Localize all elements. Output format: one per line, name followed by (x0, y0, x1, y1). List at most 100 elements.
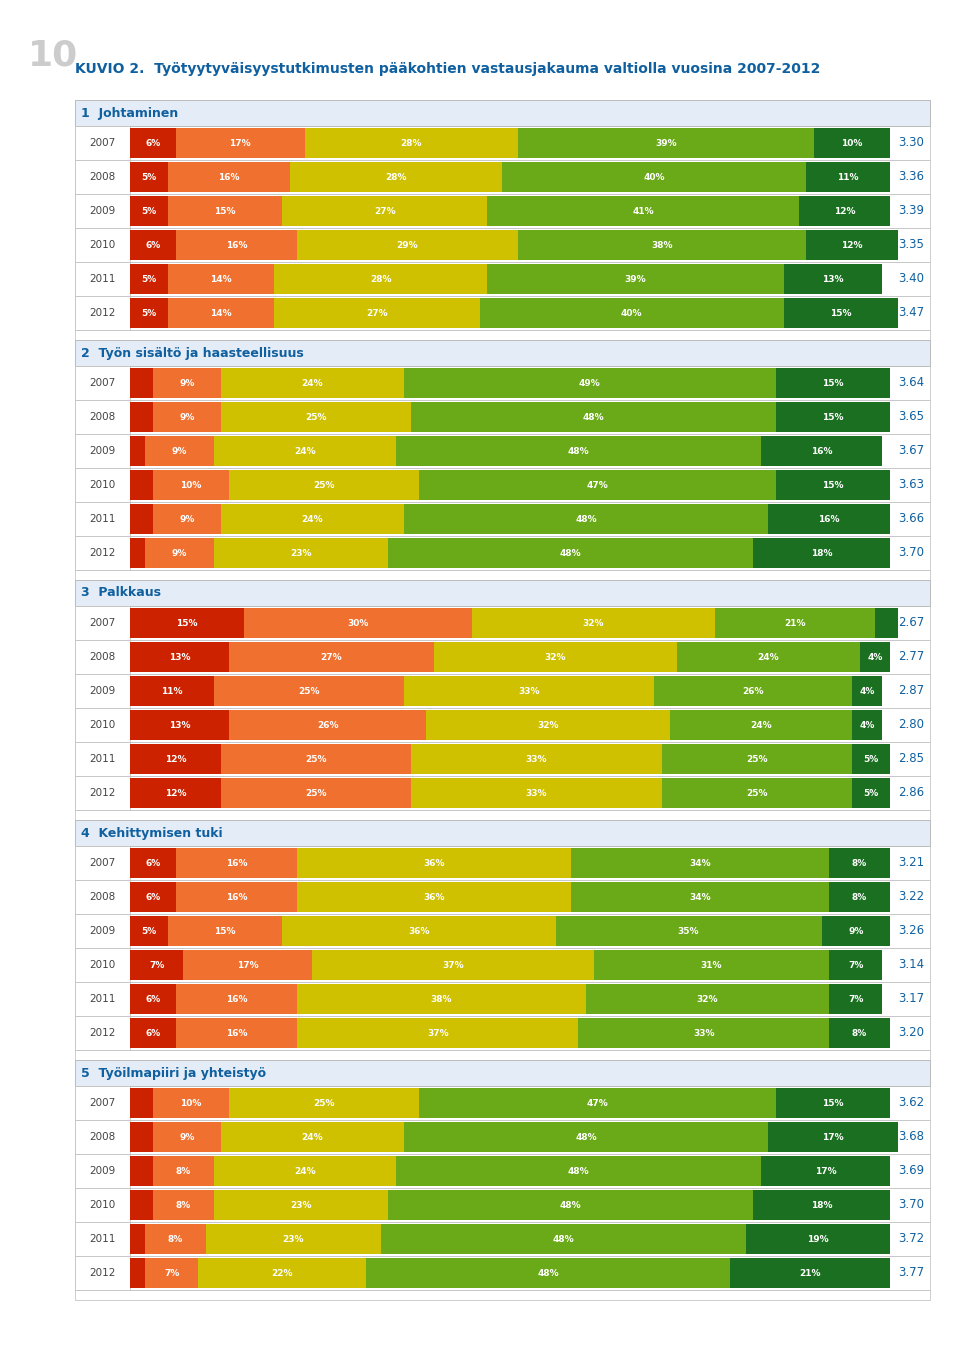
Bar (75, 1085, 130, 1120)
Text: 11%: 11% (837, 173, 859, 181)
Bar (556, 917, 822, 946)
Bar (298, 848, 571, 878)
Text: 3.35: 3.35 (898, 239, 924, 251)
Text: 48%: 48% (567, 1166, 589, 1176)
Text: 3.30: 3.30 (898, 136, 924, 150)
Text: 16%: 16% (811, 447, 832, 455)
Text: 31%: 31% (701, 960, 722, 969)
Bar (806, 162, 890, 192)
Bar (578, 1018, 829, 1048)
Text: 32%: 32% (583, 618, 605, 628)
Bar (282, 196, 488, 225)
Bar (75, 1256, 930, 1291)
Bar (829, 848, 890, 878)
Text: 15%: 15% (214, 926, 236, 936)
Bar (75, 846, 130, 880)
Bar (213, 539, 389, 568)
Bar (228, 643, 434, 672)
Bar (75, 161, 130, 194)
Bar (754, 539, 890, 568)
Text: 40%: 40% (621, 309, 642, 317)
Text: 2009: 2009 (89, 926, 115, 936)
Bar (168, 196, 282, 225)
Bar (829, 950, 882, 980)
Text: 18%: 18% (811, 1200, 832, 1210)
Text: 2.87: 2.87 (898, 684, 924, 698)
Text: 9%: 9% (180, 1133, 195, 1142)
Text: 12%: 12% (833, 207, 855, 216)
Bar (130, 643, 228, 672)
Text: 41%: 41% (633, 207, 654, 216)
Bar (75, 468, 930, 502)
Bar (130, 1189, 153, 1220)
Text: 13%: 13% (169, 652, 190, 662)
Bar (75, 194, 130, 228)
Bar (213, 676, 403, 706)
Bar (715, 608, 875, 639)
Text: 6%: 6% (145, 1029, 160, 1038)
Text: 9%: 9% (172, 548, 187, 558)
Text: 3.20: 3.20 (898, 1026, 924, 1040)
Text: 24%: 24% (301, 378, 324, 387)
Bar (75, 580, 930, 606)
Bar (829, 882, 890, 913)
Text: 3.67: 3.67 (898, 444, 924, 458)
Bar (130, 882, 176, 913)
Bar (130, 1156, 153, 1187)
Text: 3.39: 3.39 (898, 204, 924, 217)
Text: 15%: 15% (823, 413, 844, 421)
Text: 4%: 4% (859, 687, 875, 695)
Text: 8%: 8% (852, 859, 867, 868)
Bar (411, 744, 662, 774)
Bar (419, 1088, 776, 1118)
Bar (75, 1120, 930, 1154)
Text: 15%: 15% (177, 618, 198, 628)
Bar (75, 743, 930, 776)
Text: 2008: 2008 (89, 412, 115, 423)
Text: 3.47: 3.47 (898, 306, 924, 320)
Text: 7%: 7% (164, 1269, 180, 1277)
Bar (381, 1224, 746, 1254)
Bar (244, 608, 472, 639)
Text: 24%: 24% (294, 1166, 316, 1176)
Bar (75, 433, 130, 468)
Text: 10%: 10% (841, 139, 863, 147)
Text: 2008: 2008 (89, 1133, 115, 1142)
Text: KUVIO 2.  Työtyytyväisyystutkimusten pääkohtien vastausjakauma valtiolla vuosina: KUVIO 2. Työtyytyväisyystutkimusten pääk… (75, 62, 821, 76)
Text: 28%: 28% (385, 173, 407, 181)
Bar (75, 228, 930, 262)
Text: 21%: 21% (784, 618, 805, 628)
Text: 3.70: 3.70 (898, 547, 924, 559)
Bar (852, 676, 882, 706)
Bar (75, 981, 930, 1017)
Bar (75, 400, 130, 433)
Text: 3.69: 3.69 (898, 1165, 924, 1177)
Bar (822, 917, 890, 946)
Bar (130, 230, 176, 261)
Bar (75, 468, 130, 502)
Text: 9%: 9% (180, 413, 195, 421)
Text: 18%: 18% (811, 548, 832, 558)
Text: 24%: 24% (750, 721, 772, 729)
Bar (426, 710, 670, 740)
Text: 48%: 48% (560, 1200, 582, 1210)
Bar (75, 366, 130, 400)
Bar (783, 298, 898, 328)
Text: 3.66: 3.66 (898, 513, 924, 525)
Text: 9%: 9% (172, 447, 187, 455)
Text: 48%: 48% (583, 413, 605, 421)
Bar (130, 504, 153, 535)
Bar (75, 1085, 930, 1120)
Bar (859, 643, 890, 672)
Bar (130, 369, 153, 398)
Text: 32%: 32% (697, 995, 718, 1003)
Bar (75, 606, 930, 640)
Text: 12%: 12% (165, 755, 186, 764)
Text: 8%: 8% (852, 892, 867, 902)
Text: 5%: 5% (863, 755, 878, 764)
Text: 3.77: 3.77 (898, 1266, 924, 1280)
Text: 2010: 2010 (89, 720, 115, 730)
Bar (411, 402, 776, 432)
Text: 5%: 5% (141, 926, 156, 936)
Bar (571, 848, 829, 878)
